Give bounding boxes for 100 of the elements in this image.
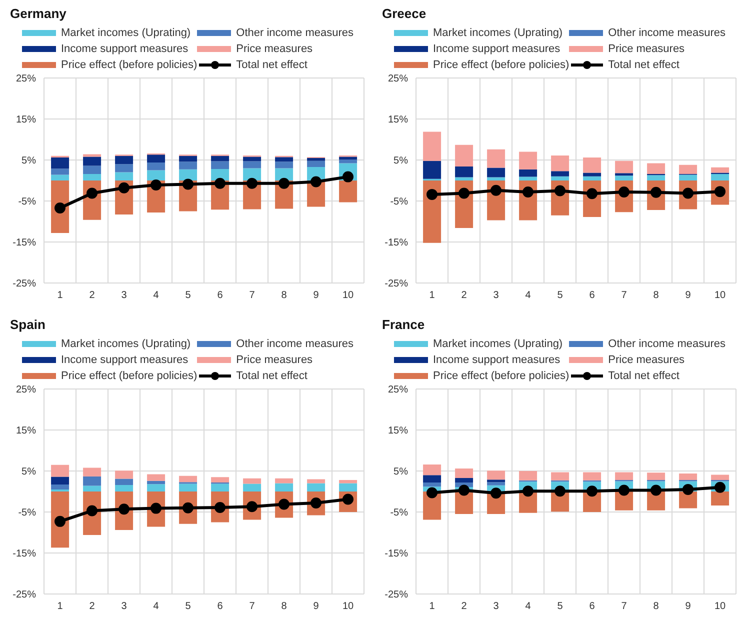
bar (711, 167, 730, 173)
bar (679, 492, 698, 508)
bar (83, 476, 102, 486)
y-tick-label: -25% (384, 278, 408, 290)
bar (711, 492, 730, 506)
bar (551, 176, 570, 180)
bar (519, 169, 538, 177)
bar (679, 174, 698, 180)
bar (243, 168, 262, 180)
bar (455, 144, 474, 167)
point (182, 178, 194, 190)
y-tick-label: -5% (390, 196, 408, 208)
y-tick-label: -25% (384, 590, 408, 601)
bar (487, 482, 506, 486)
bar (647, 163, 666, 174)
bar (679, 473, 698, 480)
x-tick-label: 3 (493, 601, 500, 612)
bar (615, 176, 634, 180)
legend-label: Price measures (608, 354, 685, 366)
bar (243, 478, 262, 484)
y-tick-label: -25% (12, 590, 36, 601)
bar (423, 160, 442, 179)
y-tick-label: 5% (22, 156, 36, 167)
legend-label: Market incomes (Uprating) (433, 338, 563, 350)
legend-label: Price effect (before policies) (433, 59, 570, 71)
bar (455, 478, 474, 482)
y-tick-label: -25% (12, 278, 36, 290)
bar (455, 492, 474, 514)
legend-label: Total net effect (608, 370, 680, 382)
bar (275, 162, 294, 168)
bar (211, 156, 230, 162)
y-tick-label: 5% (22, 466, 36, 478)
bar (147, 474, 166, 481)
x-tick-label: 9 (313, 601, 320, 612)
legend-label: Income support measures (433, 354, 560, 366)
legend-label: Total net effect (236, 59, 308, 71)
x-tick-label: 4 (525, 290, 532, 302)
x-tick-label: 2 (461, 290, 468, 302)
bar (179, 162, 198, 170)
x-tick-label: 6 (589, 601, 596, 612)
legend-label: Price effect (before policies) (61, 59, 198, 71)
x-tick-label: 3 (121, 601, 128, 612)
x-tick-label: 7 (621, 601, 628, 612)
bar (275, 478, 294, 484)
legend-label: Price effect (before policies) (433, 370, 570, 382)
bar (115, 164, 134, 172)
bar (211, 161, 230, 170)
bar (551, 171, 570, 176)
bar (519, 471, 538, 480)
legend-label: Income support measures (433, 43, 560, 55)
bar (583, 472, 602, 480)
bar (423, 464, 442, 476)
legend-label: Income support measures (61, 354, 188, 366)
bar (115, 470, 134, 479)
bar (455, 166, 474, 178)
x-tick-label: 1 (57, 601, 64, 612)
y-tick-label: 25% (388, 74, 408, 85)
x-tick-label: 7 (621, 290, 628, 302)
bar (615, 472, 634, 480)
x-tick-label: 1 (429, 290, 436, 302)
bar (711, 474, 730, 480)
y-tick-label: 25% (16, 74, 36, 85)
bar (115, 478, 134, 485)
bar (211, 477, 230, 482)
legend-label: Other income measures (236, 338, 354, 350)
y-tick-label: -15% (384, 548, 408, 560)
x-tick-label: 6 (217, 290, 224, 302)
y-tick-label: 15% (388, 114, 408, 126)
bar (307, 160, 326, 167)
point (54, 516, 66, 527)
bar (83, 174, 102, 180)
bar (51, 168, 70, 175)
bar (647, 472, 666, 480)
x-tick-label: 8 (281, 290, 288, 302)
bar (179, 169, 198, 180)
bar (615, 160, 634, 174)
x-tick-label: 9 (313, 290, 320, 302)
legend-label: Other income measures (236, 27, 354, 39)
bar (679, 164, 698, 174)
point (246, 178, 258, 189)
bar (83, 156, 102, 166)
x-tick-label: 2 (89, 601, 96, 612)
bar (147, 170, 166, 180)
bar (179, 484, 198, 492)
y-tick-label: -5% (390, 508, 408, 519)
bar (339, 156, 358, 160)
bar (243, 484, 262, 492)
legend-label: Market incomes (Uprating) (61, 27, 191, 39)
y-tick-label: -15% (12, 238, 36, 249)
y-tick-label: 5% (394, 466, 408, 478)
bar (147, 154, 166, 162)
bar (275, 157, 294, 162)
y-tick-label: 15% (16, 114, 36, 126)
bar (115, 172, 134, 180)
bar (711, 174, 730, 180)
bar (647, 175, 666, 180)
y-tick-label: 5% (394, 156, 408, 167)
point (278, 178, 290, 189)
x-tick-label: 10 (342, 601, 354, 612)
y-tick-label: -15% (384, 238, 408, 249)
